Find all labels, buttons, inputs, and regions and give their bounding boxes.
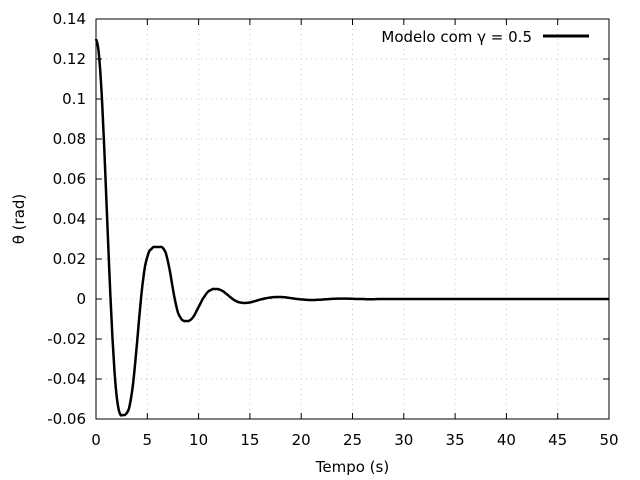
x-axis-label: Tempo (s) xyxy=(315,458,389,476)
y-tick-label: 0.12 xyxy=(53,50,86,68)
y-tick-label: -0.04 xyxy=(47,370,86,388)
series-line xyxy=(94,38,609,417)
series-layer xyxy=(94,38,609,417)
legend-label: Modelo com γ = 0.5 xyxy=(381,28,532,46)
y-tick-label: 0.04 xyxy=(53,210,86,228)
y-tick-label: 0 xyxy=(76,290,86,308)
y-tick-label: 0.06 xyxy=(53,170,86,188)
y-tick-label: 0.14 xyxy=(53,10,86,28)
y-tick-label: 0.02 xyxy=(53,250,86,268)
x-tick-label: 30 xyxy=(394,431,413,449)
x-tick-label: 10 xyxy=(189,431,208,449)
plot-frame xyxy=(95,18,610,420)
x-tick-label: 20 xyxy=(292,431,311,449)
x-tick-label: 45 xyxy=(548,431,567,449)
y-tick-label: 0.08 xyxy=(53,130,86,148)
x-tick-label: 25 xyxy=(343,431,362,449)
legend: Modelo com γ = 0.5 xyxy=(381,28,589,46)
x-tick-label: 40 xyxy=(497,431,516,449)
y-tick-label: 0.1 xyxy=(62,90,86,108)
x-tick-label: 35 xyxy=(446,431,465,449)
x-tick-label: 50 xyxy=(599,431,618,449)
tick-labels: 0 5 10 15 20 25 30 35 40 45 50 -0.06 -0.04 -0.02 0 0.02… xyxy=(47,10,618,449)
x-tick-label: 0 xyxy=(91,431,101,449)
y-tick-label: -0.02 xyxy=(47,330,86,348)
grid xyxy=(96,19,609,419)
y-tick-label: -0.06 xyxy=(47,410,86,428)
ticks xyxy=(95,18,610,420)
y-axis-label: θ (rad) xyxy=(10,194,28,245)
x-tick-label: 5 xyxy=(143,431,153,449)
x-tick-label: 15 xyxy=(240,431,259,449)
